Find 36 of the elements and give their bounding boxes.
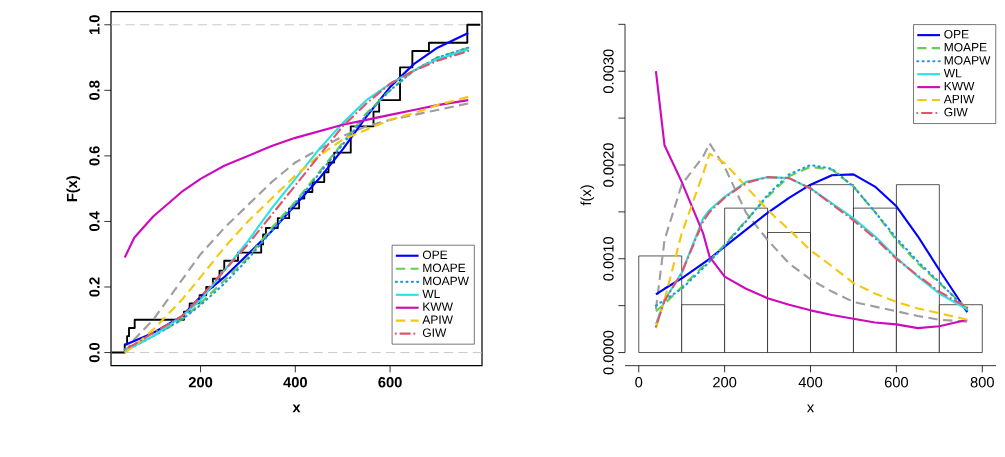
y-tick-label: 0.4 xyxy=(89,211,100,232)
legend-label: GIW xyxy=(944,107,968,117)
x-tick-label: 400 xyxy=(798,377,823,388)
legend-label: MOAPW xyxy=(423,276,469,286)
x-tick-label: 600 xyxy=(378,377,402,388)
legend-label: KWW xyxy=(944,81,975,91)
x-axis-title: x xyxy=(292,404,301,413)
y-tick-label: 0.0020 xyxy=(603,143,614,187)
y-tick-label: 0.0010 xyxy=(603,236,614,281)
y-tick-label: 0.6 xyxy=(89,146,100,166)
legend-label: APIW xyxy=(422,315,453,324)
y-axis-title: F(x) xyxy=(66,175,81,202)
y-tick-label: 0.2 xyxy=(89,277,100,297)
legend-label: KWW xyxy=(423,302,453,311)
x-tick-label: 400 xyxy=(283,377,307,388)
legend-label: GIW xyxy=(422,328,447,337)
y-tick-label: 0.0 xyxy=(89,342,100,363)
legend-label: MOAPE xyxy=(423,263,466,273)
legend-label: OPE xyxy=(944,29,969,39)
y-axis-title: f(x) xyxy=(580,185,595,206)
x-tick-label: 800 xyxy=(970,377,994,388)
y-tick-label: 0.0000 xyxy=(603,330,614,375)
legend-label: WL xyxy=(422,289,440,298)
x-tick-label: 600 xyxy=(884,377,909,388)
x-axis-title: x xyxy=(807,404,815,413)
y-tick-label: 0.8 xyxy=(89,80,100,100)
legend-label: WL xyxy=(943,69,962,78)
x-tick-label: 0 xyxy=(635,377,643,388)
x-tick-label: 200 xyxy=(713,377,737,388)
legend-label: MOAPE xyxy=(944,42,987,52)
x-tick-label: 200 xyxy=(188,377,213,388)
legend-label: MOAPW xyxy=(944,56,991,65)
y-tick-label: 1.0 xyxy=(89,15,100,35)
legend-label: OPE xyxy=(422,250,448,260)
legend-label: APIW xyxy=(943,94,975,104)
y-tick-label: 0.0030 xyxy=(603,49,614,94)
